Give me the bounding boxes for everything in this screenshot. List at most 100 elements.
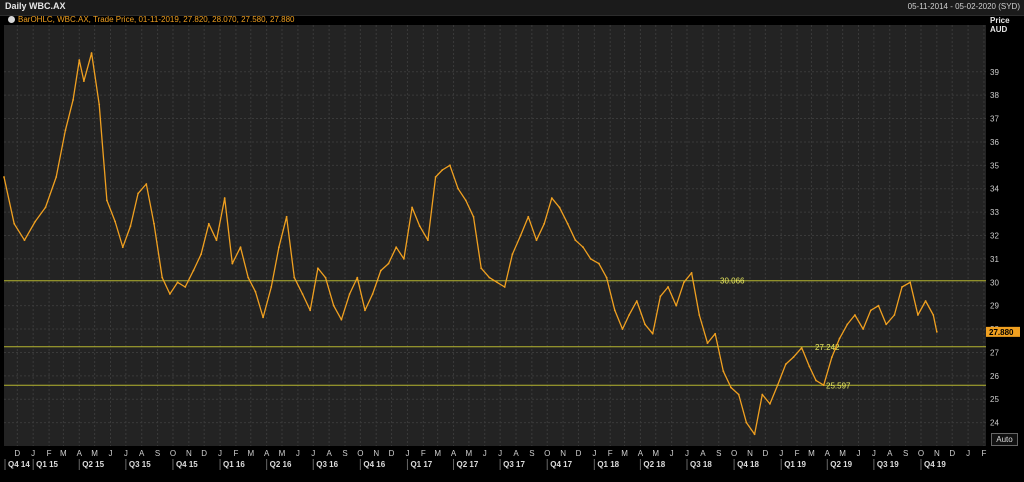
price-point (340, 318, 343, 321)
price-point (550, 197, 553, 199)
title-bar: Daily WBC.AX 05-11-2014 - 05-02-2020 (SY… (0, 0, 1024, 16)
price-point (714, 332, 717, 335)
price-point (332, 304, 335, 307)
price-point (838, 337, 841, 340)
x-month-label: F (233, 449, 238, 458)
x-month-label: D (762, 449, 768, 458)
price-point (34, 220, 37, 223)
x-month-label: J (966, 449, 970, 458)
price-point (270, 286, 273, 288)
price-point (207, 222, 210, 225)
price-point (114, 220, 117, 223)
price-point (55, 176, 58, 178)
x-month-label: M (808, 449, 815, 458)
price-point (519, 234, 522, 237)
x-month-label: A (326, 449, 332, 458)
x-month-label: N (186, 449, 192, 458)
x-month-label: A (139, 449, 145, 458)
x-month-label: J (31, 449, 35, 458)
price-point (808, 365, 811, 368)
price-point (402, 257, 405, 260)
legend-marker-icon (8, 16, 15, 23)
x-quarter-label: Q1 16 (223, 460, 245, 469)
x-month-label: O (918, 449, 924, 458)
series-legend[interactable]: BarOHLC, WBC.AX, Trade Price, 01-11-2019… (8, 15, 294, 24)
x-month-label: J (592, 449, 596, 458)
price-point (449, 164, 451, 167)
x-month-label: N (373, 449, 379, 458)
price-point (278, 246, 280, 249)
y-tick-label: 24 (990, 419, 999, 428)
price-point (730, 386, 732, 389)
x-month-label: D (14, 449, 20, 458)
price-point (683, 281, 685, 284)
y-tick-label: 33 (990, 208, 999, 217)
price-point (722, 370, 725, 373)
price-point (558, 206, 561, 209)
price-point (23, 239, 26, 242)
x-month-label: O (357, 449, 363, 458)
price-point (427, 239, 429, 242)
x-month-label: A (638, 449, 644, 458)
price-point (690, 272, 693, 274)
price-point (137, 192, 140, 195)
x-month-label: J (108, 449, 112, 458)
x-quarter-label: Q4 15 (176, 460, 198, 469)
auto-scale-button[interactable]: Auto (991, 433, 1018, 446)
price-point (737, 393, 740, 396)
price-point (877, 304, 880, 307)
price-point (488, 276, 491, 279)
x-month-label: N (934, 449, 940, 458)
price-point (784, 363, 787, 366)
price-point (745, 421, 748, 424)
y-tick-label: 27 (990, 348, 999, 357)
price-point (901, 286, 903, 288)
price-point (223, 197, 226, 199)
price-point (496, 281, 498, 284)
price-point (659, 295, 662, 298)
price-point (472, 215, 475, 218)
x-month-label: S (903, 449, 908, 458)
x-month-label: F (421, 449, 426, 458)
x-quarter-label: Q3 18 (690, 460, 712, 469)
price-point (753, 433, 756, 436)
price-point (106, 199, 108, 202)
price-point (543, 222, 546, 225)
x-month-label: J (498, 449, 502, 458)
price-point (285, 215, 288, 218)
x-quarter-label: Q2 17 (457, 460, 479, 469)
x-quarter-label: Q1 18 (597, 460, 619, 469)
x-quarter-label: Q2 19 (830, 460, 852, 469)
x-month-label: J (405, 449, 409, 458)
x-month-label: J (296, 449, 300, 458)
price-point (379, 269, 382, 272)
x-month-label: F (608, 449, 613, 458)
price-point (644, 323, 646, 326)
price-point (239, 246, 242, 249)
price-point (364, 309, 366, 312)
y-tick-label: 39 (990, 68, 999, 77)
price-point (441, 169, 444, 171)
x-month-label: S (716, 449, 721, 458)
price-axis-header: Price AUD (990, 16, 1010, 34)
price-point (885, 323, 888, 326)
x-month-label: S (342, 449, 347, 458)
price-point (64, 129, 67, 132)
price-point (168, 293, 171, 295)
price-point (651, 332, 654, 335)
x-month-label: A (700, 449, 706, 458)
x-month-label: O (170, 449, 176, 458)
x-month-label: J (124, 449, 128, 458)
price-point (776, 384, 779, 387)
x-quarter-label: Q2 16 (270, 460, 292, 469)
price-point (605, 276, 608, 279)
price-point (917, 314, 919, 316)
date-range[interactable]: 05-11-2014 - 05-02-2020 (SYD) (907, 2, 1020, 11)
price-point (434, 176, 437, 178)
price-point (822, 384, 825, 387)
last-price-label: 27.880 (989, 328, 1014, 337)
x-month-label: D (201, 449, 207, 458)
x-month-label: M (91, 449, 98, 458)
